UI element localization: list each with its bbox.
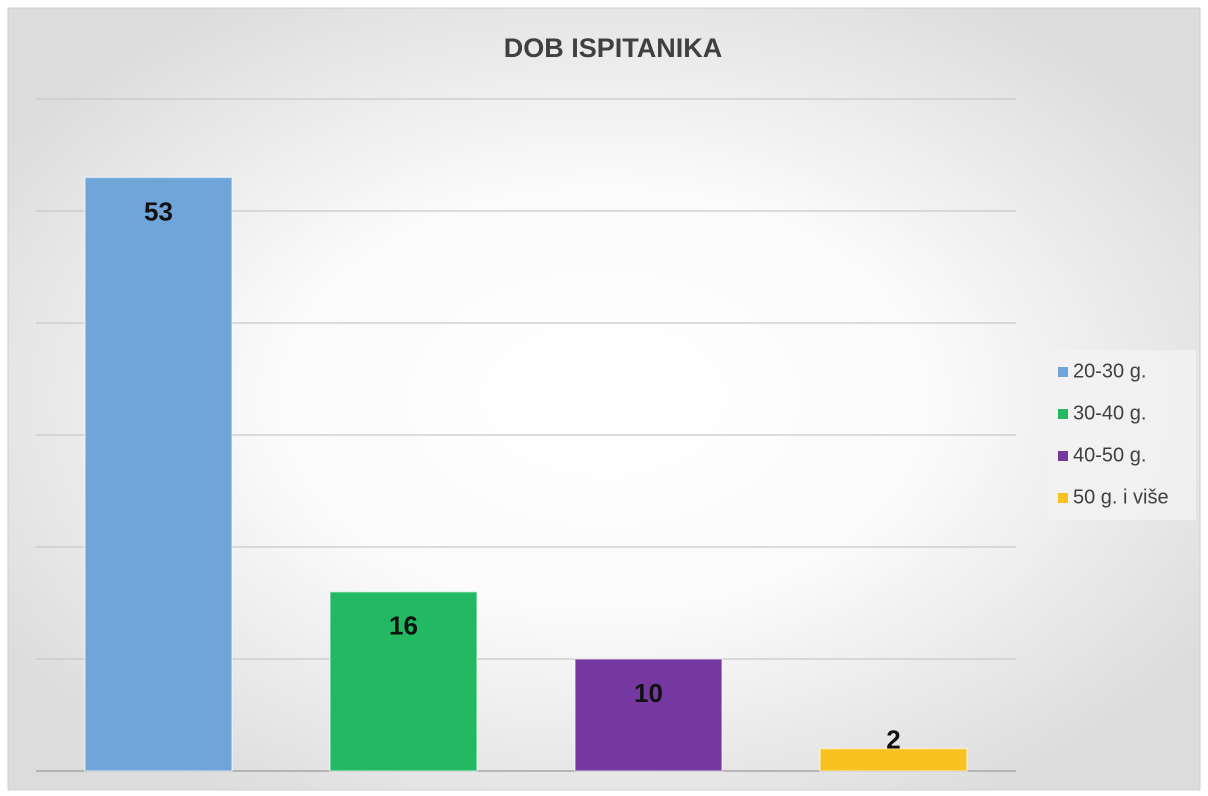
bar: [819, 747, 968, 772]
bar: [329, 591, 478, 772]
legend-label: 30-40 g.: [1073, 402, 1146, 424]
data-label: 2: [886, 724, 900, 754]
bar: [574, 658, 723, 772]
data-label: 16: [389, 611, 418, 641]
legend-box: [1048, 350, 1196, 520]
legend-swatch: [1058, 493, 1068, 503]
legend-swatch: [1058, 367, 1068, 377]
legend-label: 20-30 g.: [1073, 360, 1146, 382]
data-label: 53: [144, 196, 173, 226]
chart-title: DOB ISPITANIKA: [504, 33, 723, 63]
legend-label: 50 g. i više: [1073, 486, 1169, 508]
data-label: 10: [634, 678, 663, 708]
bar: [84, 176, 233, 772]
legend-swatch: [1058, 409, 1068, 419]
legend-swatch: [1058, 451, 1068, 461]
legend-label: 40-50 g.: [1073, 444, 1146, 466]
